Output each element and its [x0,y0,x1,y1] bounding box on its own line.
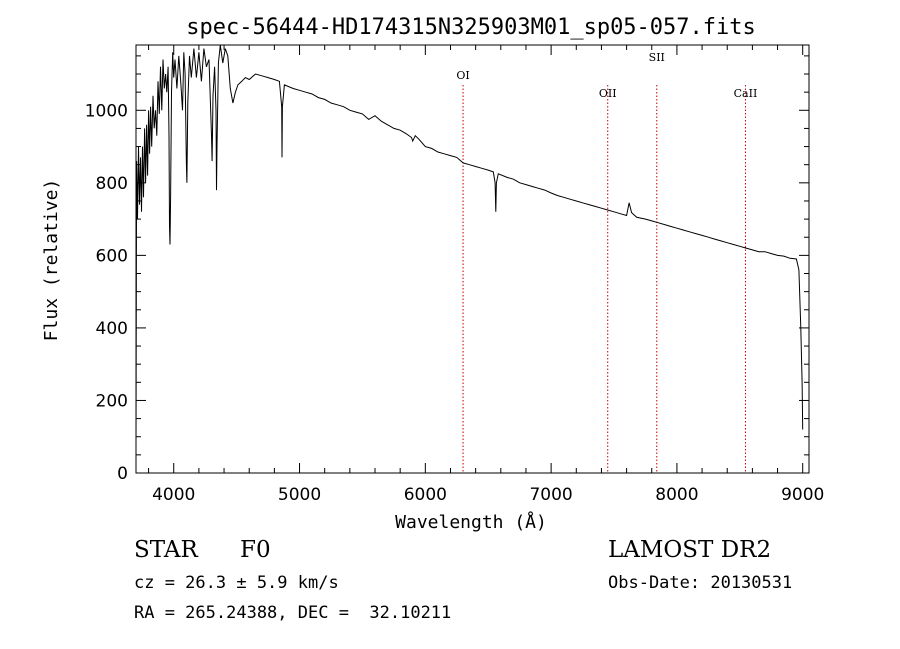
x-tick-label: 9000 [781,485,824,505]
x-axis-label: Wavelength (Å) [395,511,547,533]
y-axis-label: Flux (relative) [41,179,62,342]
chart-title: spec-56444-HD174315N325903M01_sp05-057.f… [186,15,756,40]
object-class-label: STAR [134,537,198,563]
spectral-line-label: CaII [734,87,758,100]
subclass-label: F0 [240,537,271,563]
spectral-line-label: SII [649,51,665,64]
x-tick-label: 7000 [529,485,572,505]
redshift-label: cz = 26.3 ± 5.9 km/s [134,573,339,593]
y-tick-label: 200 [96,391,128,411]
y-tick-label: 0 [117,464,128,484]
y-tick-label: 400 [96,319,128,339]
plot-frame [135,44,810,474]
spectral-line-label: OI [456,69,469,82]
x-tick-label: 5000 [278,485,321,505]
x-tick-label: 6000 [404,485,447,505]
obs-date-label: Obs-Date: 20130531 [608,573,793,593]
y-tick-label: 800 [96,174,128,194]
plot-area: 4000 5000 6000 7000 8000 9000 0 200 400 600 800 100… [85,44,824,505]
x-tick-label: 8000 [655,485,698,505]
spectrum-line [135,44,804,445]
ra-dec-label: RA = 265.24388, DEC = 32.10211 [134,603,452,623]
y-tick-label: 1000 [85,101,128,121]
y-tick-label: 600 [96,246,128,266]
survey-label: LAMOST DR2 [608,537,772,563]
x-tick-label: 4000 [152,485,195,505]
spectral-line-label: OII [599,87,617,100]
